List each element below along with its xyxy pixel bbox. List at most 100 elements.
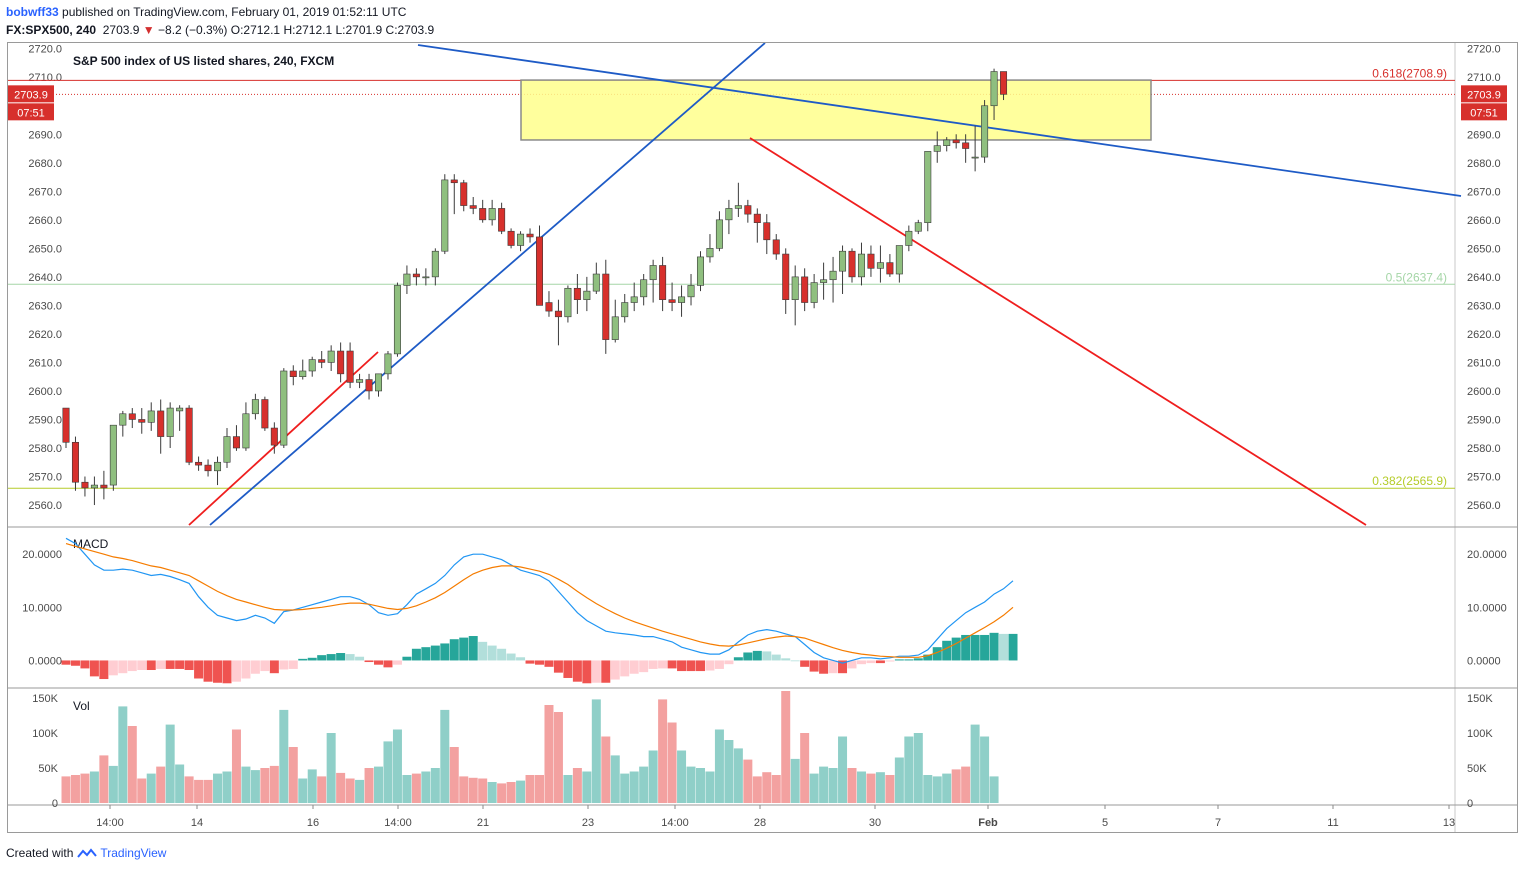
volume-bar: [610, 755, 620, 803]
candle-body: [450, 179, 458, 184]
candle-body: [895, 245, 903, 275]
macd-histogram-bar: [175, 660, 185, 669]
y-tick-label-right: 2640.0: [1467, 272, 1501, 284]
ohlc-values: O:2712.1 H:2712.1 L:2701.9 C:2703.9: [230, 23, 435, 37]
macd-histogram-bar: [999, 633, 1009, 661]
y-tick-label-right: 2650.0: [1467, 243, 1501, 255]
volume-bar: [544, 705, 554, 803]
x-tick-label: 5: [1102, 817, 1108, 829]
chart-frame[interactable]: 2720.0 2720.0 2710.0 2710.0 2690.0 2690.0 2680…: [7, 42, 1518, 833]
volume-bar: [165, 724, 175, 803]
author-link[interactable]: bobwff33: [6, 5, 59, 19]
volume-bar: [923, 775, 933, 803]
macd-histogram-bar: [961, 634, 971, 661]
macd-histogram-bar: [677, 660, 687, 672]
countdown-badge-left: 07:51: [17, 107, 45, 119]
volume-bar: [175, 764, 185, 803]
candle-body: [280, 370, 288, 446]
y-tick-label-right: 2680.0: [1467, 158, 1501, 170]
macd-histogram-bar: [165, 660, 175, 669]
macd-histogram-bar: [137, 660, 147, 671]
macd-histogram-bar: [421, 647, 431, 661]
volume-bar: [743, 759, 753, 803]
volume-bar: [667, 722, 677, 803]
volume-bar: [194, 779, 204, 803]
candle-body: [204, 464, 212, 472]
candle-body: [507, 230, 515, 246]
macd-histogram-bar: [326, 654, 336, 661]
candle-body: [479, 208, 487, 221]
volume-bar: [137, 778, 147, 803]
candle-body: [839, 250, 847, 272]
macd-histogram-bar: [89, 660, 99, 677]
macd-histogram-bar: [430, 645, 440, 661]
candle-body: [176, 407, 184, 412]
macd-histogram-bar: [894, 659, 904, 661]
candle-body: [952, 139, 960, 144]
publish-info: bobwff33 published on TradingView.com, F…: [6, 5, 406, 19]
macd-histogram-bar: [336, 653, 346, 661]
volume-bar: [582, 771, 592, 803]
volume-bar: [601, 736, 611, 803]
price-badge-left-bg: [8, 85, 54, 103]
vol-tick-label-left: 50K: [38, 763, 58, 775]
y-tick-label-left: 2590.0: [28, 414, 62, 426]
candle-body: [753, 213, 761, 223]
candle-body: [905, 230, 913, 246]
candle-body: [128, 413, 136, 420]
volume-bar: [894, 757, 904, 803]
candle-body: [270, 427, 278, 446]
tradingview-link[interactable]: TradingView: [100, 846, 167, 860]
tradingview-logo-icon: [77, 848, 98, 858]
volume-bar: [771, 775, 781, 803]
y-tick-label-left: 2680.0: [28, 158, 62, 170]
macd-histogram-bar: [459, 637, 469, 661]
macd-histogram-bar: [298, 658, 308, 661]
macd-histogram-bar: [449, 639, 459, 661]
candle-body: [166, 407, 174, 437]
price-badge-right-bg: [1461, 85, 1507, 103]
candle-body: [261, 399, 269, 429]
macd-histogram-bar: [70, 660, 80, 666]
macd-histogram-bar: [563, 660, 573, 678]
chart-svg[interactable]: 2720.0 2720.0 2710.0 2710.0 2690.0 2690.0 2680…: [8, 43, 1517, 832]
change-arrow-icon: ▼: [142, 23, 155, 37]
macd-histogram-bar: [222, 660, 232, 684]
resistance-zone: [520, 79, 1152, 141]
last-price: 2703.9: [102, 23, 140, 37]
price-badge-right: 2703.9: [1467, 89, 1501, 101]
countdown-badge-right-bg: [1461, 103, 1507, 121]
volume-bar: [866, 773, 876, 803]
macd-histogram-bar: [989, 632, 999, 661]
candle-body: [829, 270, 837, 281]
macd-histogram-bar: [771, 654, 781, 661]
y-tick-label-right: 2570.0: [1467, 472, 1501, 484]
candle-body: [517, 233, 525, 246]
macd-histogram-bar: [213, 660, 223, 683]
candle-body: [810, 282, 818, 303]
macd-histogram-bar: [809, 660, 819, 672]
macd-histogram-bar: [231, 660, 241, 682]
volume-bar: [819, 766, 829, 803]
candle-body: [100, 484, 108, 489]
y-tick-label-right: 2720.0: [1467, 44, 1501, 56]
macd-histogram-bar: [402, 656, 412, 661]
candle-body: [943, 139, 951, 146]
volume-bar: [345, 778, 355, 803]
candle-body: [119, 413, 127, 426]
candle-body: [403, 273, 411, 286]
macd-histogram-bar: [506, 653, 516, 661]
volume-bar: [317, 776, 327, 803]
x-tick-label: Feb: [978, 817, 998, 829]
candle-body: [933, 145, 941, 152]
candle-body: [640, 279, 648, 298]
candle-body: [630, 296, 638, 303]
candle-body: [914, 222, 922, 232]
volume-bar: [790, 758, 800, 803]
volume-bar: [970, 724, 980, 803]
macd-histogram-bar: [620, 660, 630, 677]
fib-level-label: 0.382(2565.9): [1372, 474, 1447, 488]
macd-histogram-bar: [781, 658, 791, 661]
volume-bar: [563, 775, 573, 803]
vol-tick-label-right: 100K: [1467, 728, 1493, 740]
